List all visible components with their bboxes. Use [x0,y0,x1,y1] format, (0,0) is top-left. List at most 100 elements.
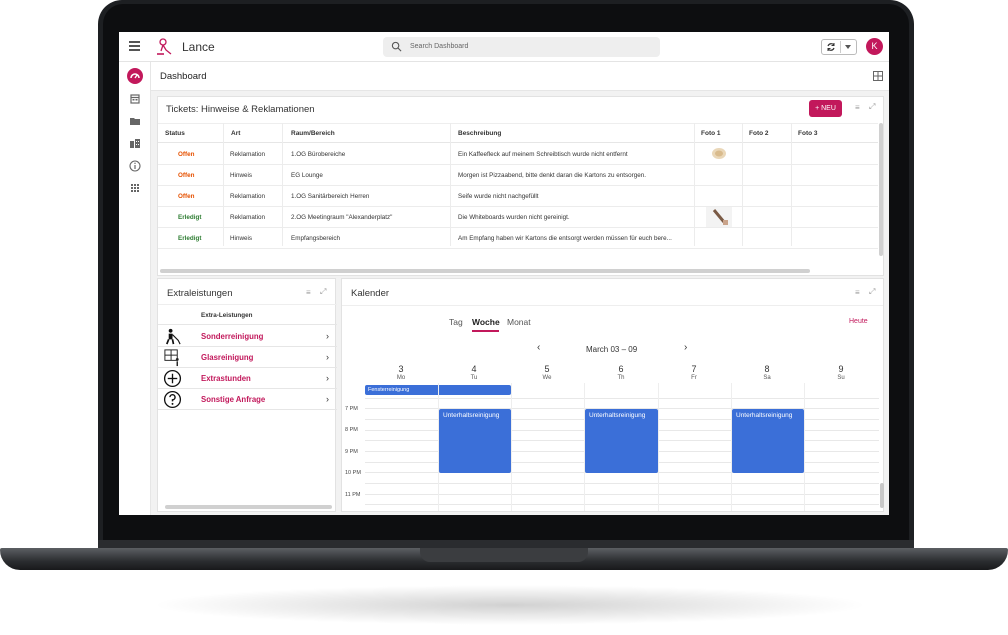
today-button[interactable]: Heute [849,318,868,325]
coffee-stain-photo[interactable] [711,147,727,160]
horizontal-scrollbar[interactable] [165,505,332,509]
calendar-event[interactable]: Unterhaltsreinigung [439,409,511,473]
col-foto3[interactable]: Foto 3 [798,130,818,137]
day-divider [511,383,512,511]
filter-icon[interactable]: ≡ [855,288,860,297]
extras-item-label: Glasreinigung [201,353,254,362]
hour-line [365,494,879,495]
apps-grid-icon [131,184,139,192]
app-title: Lance [182,40,215,54]
whiteboard-photo[interactable] [706,207,732,227]
sidebar-item-info[interactable] [127,158,143,174]
col-beschreibung[interactable]: Beschreibung [458,130,502,137]
tab-tag[interactable]: Tag [449,317,463,327]
table-row[interactable]: Offen Hinweis EG Lounge Morgen ist Pizza… [158,165,878,186]
tab-woche[interactable]: Woche [472,317,500,327]
chevron-down-icon[interactable] [845,45,851,49]
lance-logo-icon [157,38,172,55]
sidebar-item-folders[interactable] [127,113,143,129]
day-number: 7 [691,364,697,374]
prev-week-button[interactable]: ‹ [537,342,541,353]
cell-beschreibung: Ein Kaffeefleck auf meinem Schreibtisch … [458,151,628,158]
expand-icon[interactable]: ⤢ [869,287,876,296]
page-title: Dashboard [160,71,207,82]
day-divider [438,383,439,511]
cell-raum: EG Lounge [291,172,323,179]
cell-raum: 1.OG Bürobereiche [291,151,346,158]
list-item[interactable]: Glasreinigung › [158,347,337,368]
day-number: 5 [544,364,550,374]
table-row[interactable]: Erledigt Hinweis Empfangsbereich Am Empf… [158,228,878,249]
table-row[interactable]: Offen Reklamation 1.OG Sanitärbereich He… [158,186,878,207]
cell-beschreibung: Die Whiteboards wurden nicht gereinigt. [458,214,570,221]
table-row[interactable]: Offen Reklamation 1.OG Bürobereiche Ein … [158,144,878,165]
extras-panel: Extraleistungen ≡ ⤢ Extra-Leistungen Son… [157,278,337,512]
calendar-event[interactable]: Unterhaltsreinigung [732,409,804,473]
sidebar-item-dashboard[interactable] [127,68,143,84]
day-name: Su [837,375,845,381]
tab-monat[interactable]: Monat [507,317,531,327]
search-placeholder: Search Dashboard [410,43,469,50]
calendar-event[interactable]: Unterhaltsreinigung [585,409,658,473]
day-number: 3 [398,364,404,374]
question-circle-icon [163,390,182,409]
list-item[interactable]: Extrastunden › [158,368,337,389]
day-name: Th [617,375,625,381]
search-input[interactable]: Search Dashboard [383,37,660,57]
col-divider [282,123,283,246]
table-row[interactable]: Erledigt Reklamation 2.OG Meetingraum "A… [158,207,878,228]
sync-divider [840,41,841,53]
col-foto1[interactable]: Foto 1 [701,130,721,137]
sidebar-item-calendar[interactable] [127,91,143,107]
calendar-icon [130,94,140,104]
menu-icon[interactable] [129,41,140,51]
day-divider [658,383,659,511]
building-icon [130,139,140,148]
extras-column-label: Extra-Leistungen [201,312,253,319]
cell-beschreibung: Morgen ist Pizzaabend, bitte denkt daran… [458,172,646,179]
laptop-shadow [150,585,870,625]
day-divider [584,383,585,511]
window-cleaning-icon [164,349,179,367]
horizontal-scrollbar[interactable] [160,269,810,273]
laptop-notch [420,548,588,562]
col-divider [450,123,451,246]
app-screen: Lance Search Dashboard K [119,32,889,515]
search-icon [391,41,402,52]
list-item[interactable]: Sonderreinigung › [158,326,337,347]
layout-grid-icon[interactable] [873,71,883,81]
next-week-button[interactable]: › [684,342,688,353]
day-name: Mo [396,375,406,381]
list-item[interactable]: Sonstige Anfrage › [158,389,337,410]
day-divider [731,383,732,511]
filter-icon[interactable]: ≡ [306,288,311,297]
col-status[interactable]: Status [165,130,185,137]
filter-icon[interactable]: ≡ [855,103,860,112]
extras-title: Extraleistungen [167,288,233,299]
vertical-scrollbar[interactable] [880,483,884,508]
sync-button[interactable] [821,39,857,55]
new-ticket-button[interactable]: + NEU [809,100,842,117]
col-raum[interactable]: Raum/Bereich [291,130,335,137]
sidebar-item-buildings[interactable] [127,135,143,151]
expand-icon[interactable]: ⤢ [320,287,327,296]
sidebar-item-apps[interactable] [127,180,143,196]
extras-header: Extra-Leistungen [158,304,337,325]
tickets-table-header: Status Art Raum/Bereich Beschreibung Fot… [158,123,878,143]
col-divider [791,123,792,246]
hour-line [365,483,879,484]
cell-art: Hinweis [230,235,253,242]
avatar[interactable]: K [866,38,883,55]
expand-icon[interactable]: ⤢ [869,102,876,111]
cell-raum: 1.OG Sanitärbereich Herren [291,193,370,200]
time-label: 9 PM [345,449,358,455]
col-art[interactable]: Art [231,130,241,137]
calendar-title: Kalender [351,288,390,299]
status-badge: Erledigt [178,214,202,221]
calendar-panel: Kalender ≡ ⤢ Tag Woche Monat Heute ‹ Mar… [341,278,884,512]
col-foto2[interactable]: Foto 2 [749,130,769,137]
time-label: 7 PM [345,406,358,412]
chevron-right-icon: › [326,373,329,383]
vertical-scrollbar[interactable] [879,123,883,256]
hour-line [365,408,879,409]
